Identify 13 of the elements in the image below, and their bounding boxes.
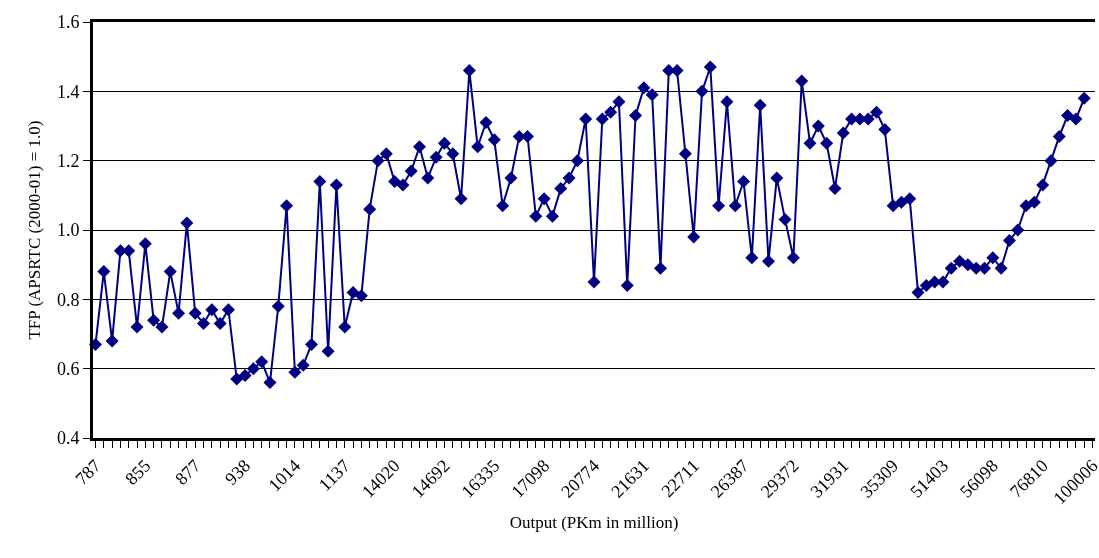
y-tick-label: 1.0 bbox=[56, 220, 80, 241]
y-tick-label: 1.2 bbox=[56, 150, 80, 171]
y-axis-title: TFP (APSRTC (2000-01) = 1.0) bbox=[25, 120, 45, 340]
y-tick-label: 0.4 bbox=[56, 428, 80, 449]
x-axis-title: Output (PKm in million) bbox=[509, 513, 679, 533]
x-tick-label: 855 bbox=[121, 455, 155, 489]
x-tick-label: 787 bbox=[71, 455, 105, 489]
y-tick-label: 0.8 bbox=[56, 289, 80, 310]
x-tick-label: 877 bbox=[171, 455, 205, 489]
x-tick-label: 938 bbox=[221, 455, 255, 489]
y-tick-label: 0.6 bbox=[56, 358, 80, 379]
y-tick-label: 1.6 bbox=[56, 12, 80, 33]
y-tick-label: 1.4 bbox=[56, 81, 80, 102]
